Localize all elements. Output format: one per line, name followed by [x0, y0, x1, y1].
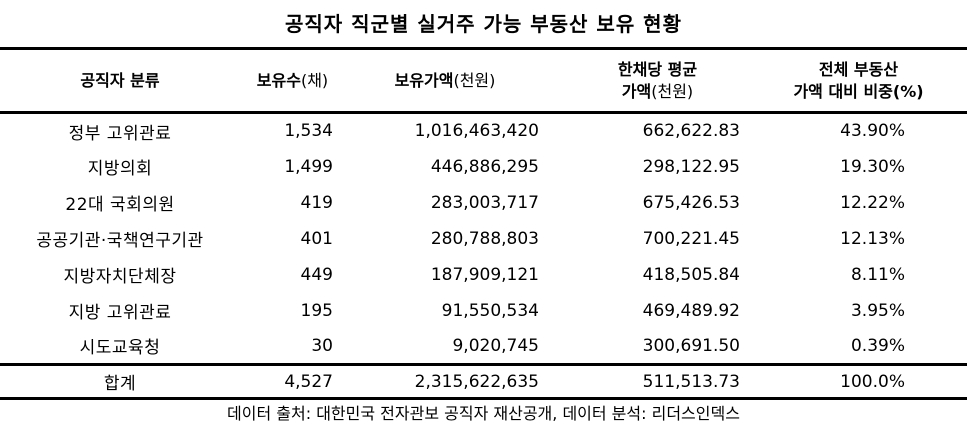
header-count: 보유수(채): [240, 47, 345, 114]
row-value: 446,886,295: [430, 156, 539, 177]
row-pct: 0.39%: [850, 335, 905, 356]
row-count: 401: [300, 228, 333, 249]
row-value: 9,020,745: [452, 335, 539, 356]
row-pct: 43.90%: [840, 121, 905, 142]
row-value: 283,003,717: [430, 192, 539, 213]
row-count: 1,534: [284, 121, 333, 142]
row-avg: 700,221.45: [642, 228, 740, 249]
row-pct: 12.13%: [840, 228, 905, 249]
table-title: 공직자 직군별 실거주 가능 부동산 보유 현황: [285, 12, 682, 36]
total-count: 4,527: [240, 363, 345, 400]
header-pct: 전체 부동산 가액 대비 비중(%): [750, 47, 967, 114]
header-avg: 한채당 평균 가액(천원): [545, 47, 750, 114]
row-name: 22대 국회의원: [65, 195, 175, 215]
row-value: 91,550,534: [441, 300, 539, 321]
total-avg: 511,513.73: [545, 363, 750, 400]
row-pct: 8.11%: [850, 264, 905, 285]
table-row: 22대 국회의원 419 283,003,717 675,426.53 12.2…: [0, 185, 967, 221]
row-avg: 469,489.92: [642, 300, 740, 321]
holdings-table: 공직자 분류 보유수(채) 보유가액(천원) 한채당 평균 가액(천원) 전체 …: [0, 47, 967, 400]
table-row: 지방의회 1,499 446,886,295 298,122.95 19.30%: [0, 149, 967, 185]
row-pct: 3.95%: [850, 300, 905, 321]
total-row: 합계 4,527 2,315,622,635 511,513.73 100.0%: [0, 363, 967, 400]
row-count: 1,499: [284, 156, 333, 177]
header-value: 보유가액(천원): [345, 47, 545, 114]
row-avg: 298,122.95: [642, 156, 740, 177]
row-value: 1,016,463,420: [414, 121, 539, 142]
row-count: 195: [300, 300, 333, 321]
row-pct: 19.30%: [840, 156, 905, 177]
header-row: 공직자 분류 보유수(채) 보유가액(천원) 한채당 평균 가액(천원) 전체 …: [0, 47, 967, 114]
total-value: 2,315,622,635: [345, 363, 545, 400]
row-avg: 300,691.50: [642, 335, 740, 356]
source-note: 데이터 출처: 대한민국 전자관보 공직자 재산공개, 데이터 분석: 리더스인…: [227, 404, 740, 423]
row-count: 30: [311, 335, 333, 356]
table-row: 지방 고위관료 195 91,550,534 469,489.92 3.95%: [0, 293, 967, 329]
row-value: 187,909,121: [430, 264, 539, 285]
row-avg: 675,426.53: [642, 192, 740, 213]
table-row: 시도교육청 30 9,020,745 300,691.50 0.39%: [0, 329, 967, 365]
row-avg: 662,622.83: [642, 121, 740, 142]
row-name: 지방의회: [87, 159, 153, 179]
total-name: 합계: [0, 363, 240, 400]
row-name: 시도교육청: [79, 338, 161, 359]
row-value: 280,788,803: [430, 228, 539, 249]
row-name: 공공기관·국책연구기관: [36, 231, 204, 251]
total-pct: 100.0%: [750, 363, 967, 400]
header-avg-unit: (천원): [651, 81, 694, 101]
row-name: 정부 고위관료: [68, 123, 172, 144]
row-avg: 418,505.84: [642, 264, 740, 285]
table-row: 지방자치단체장 449 187,909,121 418,505.84 8.11%: [0, 257, 967, 293]
row-pct: 12.22%: [840, 192, 905, 213]
header-category: 공직자 분류: [0, 47, 240, 114]
table-row: 공공기관·국책연구기관 401 280,788,803 700,221.45 1…: [0, 221, 967, 257]
header-value-unit: (천원): [453, 70, 496, 90]
row-count: 449: [300, 264, 333, 285]
row-count: 419: [300, 192, 333, 213]
row-name: 지방자치단체장: [63, 267, 177, 287]
row-name: 지방 고위관료: [68, 303, 172, 323]
header-count-unit: (채): [300, 70, 329, 90]
table-row: 정부 고위관료 1,534 1,016,463,420 662,622.83 4…: [0, 113, 967, 149]
